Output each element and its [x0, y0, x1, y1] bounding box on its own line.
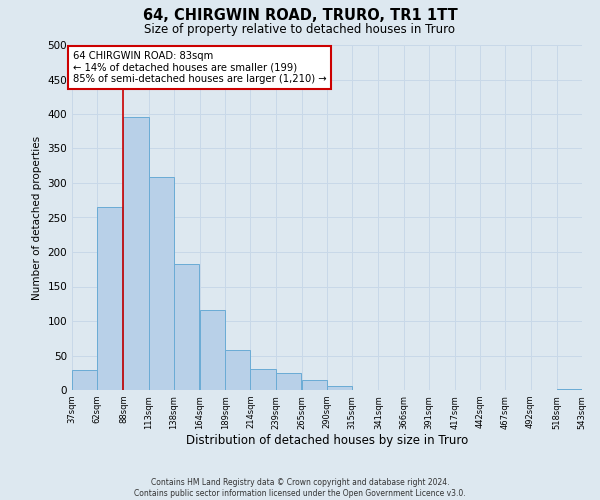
- Text: 64, CHIRGWIN ROAD, TRURO, TR1 1TT: 64, CHIRGWIN ROAD, TRURO, TR1 1TT: [143, 8, 457, 22]
- Text: Size of property relative to detached houses in Truro: Size of property relative to detached ho…: [145, 22, 455, 36]
- Bar: [250, 370, 275, 390]
- Text: Contains HM Land Registry data © Crown copyright and database right 2024.
Contai: Contains HM Land Registry data © Crown c…: [134, 478, 466, 498]
- Text: 64 CHIRGWIN ROAD: 83sqm
← 14% of detached houses are smaller (199)
85% of semi-d: 64 CHIRGWIN ROAD: 83sqm ← 14% of detache…: [73, 50, 326, 84]
- X-axis label: Distribution of detached houses by size in Truro: Distribution of detached houses by size …: [186, 434, 468, 448]
- Bar: [225, 350, 250, 390]
- Bar: [72, 370, 97, 390]
- Bar: [200, 310, 225, 390]
- Bar: [174, 264, 199, 390]
- Y-axis label: Number of detached properties: Number of detached properties: [32, 136, 42, 300]
- Bar: [97, 207, 122, 390]
- Bar: [275, 373, 301, 390]
- Bar: [124, 117, 149, 390]
- Bar: [327, 386, 352, 390]
- Bar: [149, 178, 174, 390]
- Bar: [302, 380, 327, 390]
- Bar: [557, 388, 582, 390]
